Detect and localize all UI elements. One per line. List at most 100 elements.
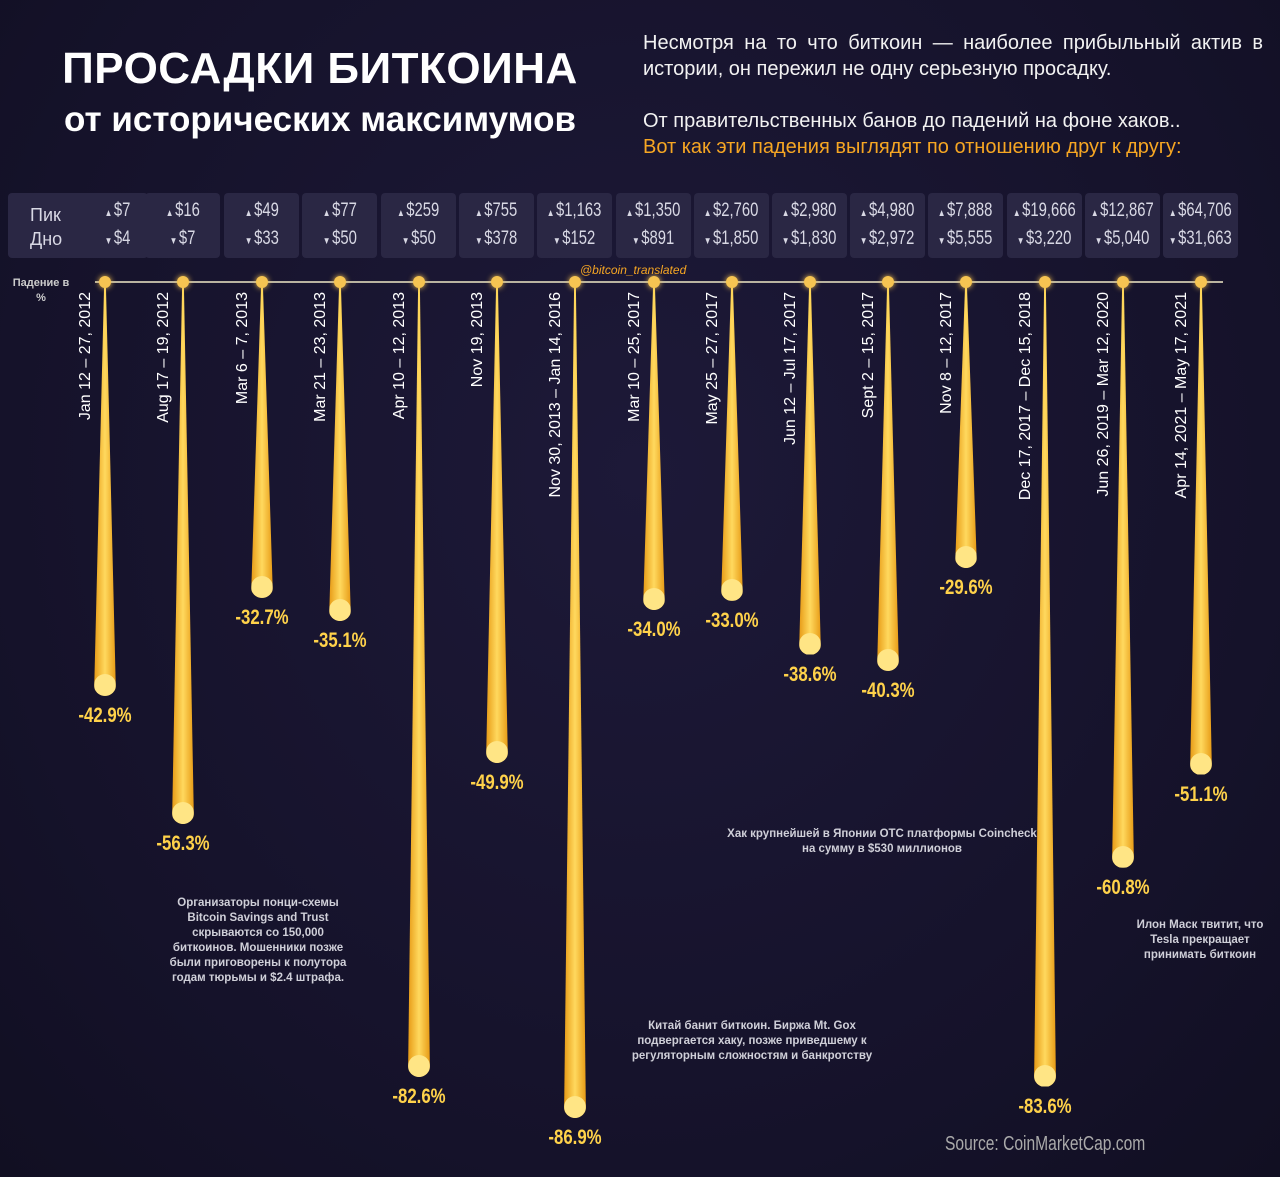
price-box: ▲$259 ▼$50	[381, 193, 456, 258]
drawdown-label: -60.8%	[1096, 875, 1150, 899]
drawdown-label: -86.9%	[548, 1126, 602, 1150]
drawdown-bar	[329, 284, 351, 621]
date-label: Jun 26, 2019 – Mar 12, 2020	[1095, 292, 1112, 497]
intro-p2: От правительственных банов до падений на…	[643, 110, 1181, 132]
drawdown-bar	[408, 284, 430, 1077]
price-box: ▲$2,980 ▼$1,830	[772, 193, 847, 258]
bottom-price: ▼$50	[322, 227, 357, 249]
legend-box	[8, 193, 148, 258]
legend-bottom: Дно	[30, 229, 63, 249]
drawdown-label: -82.6%	[392, 1084, 446, 1108]
peak-dot	[1117, 276, 1129, 288]
date-label: Mar 10 – 25, 2017	[626, 292, 643, 422]
date-label: Mar 21 – 23, 2013	[312, 292, 329, 422]
drawdown-bar	[643, 284, 665, 611]
title-line1: ПРОСАДКИ БИТКОИНА	[62, 44, 578, 93]
date-label: Apr 10 – 12, 2013	[391, 292, 408, 420]
drawdown-label: -34.0%	[627, 618, 681, 642]
peak-price: ▲$4,980	[860, 199, 915, 221]
bottom-price: ▼$50	[401, 227, 436, 249]
price-box: ▲$1,350 ▼$891	[616, 193, 691, 258]
price-box: ▲$12,867 ▼$5,040	[1085, 193, 1160, 258]
price-box: ▲$4,980 ▼$2,972	[850, 193, 925, 258]
price-box: ▲$77 ▼$50	[302, 193, 377, 258]
price-box: ▲$7,888 ▼$5,555	[928, 193, 1003, 258]
price-box: ▲$49 ▼$33	[224, 193, 299, 258]
peak-dot	[569, 276, 581, 288]
note-coincheck: Хак крупнейшей в Японии OTC платформы Co…	[727, 828, 1037, 855]
legend: Пик Дно	[30, 203, 62, 251]
bottom-price: ▼$5,040	[1095, 227, 1150, 249]
peak-price: ▲$1,163	[547, 199, 602, 221]
peak-dot	[1039, 276, 1051, 288]
bottom-price: ▼$31,663	[1169, 227, 1232, 249]
drawdown-label: -35.1%	[313, 628, 367, 652]
peak-price: ▲$64,706	[1169, 199, 1232, 221]
drawdown-bar	[721, 284, 743, 601]
drawdown-bar	[1034, 284, 1056, 1087]
date-label: May 25 – 27, 2017	[704, 292, 721, 425]
drawdown-bar	[799, 284, 821, 655]
intro-p3: Вот как эти падения выглядят по отношени…	[643, 136, 1182, 158]
peak-dot	[960, 276, 972, 288]
drawdown-label: -33.0%	[705, 608, 759, 632]
peak-price: ▲$12,867	[1091, 199, 1154, 221]
price-box: ▲$64,706 ▼$31,663	[1163, 193, 1238, 258]
peak-price: ▲$19,666	[1013, 199, 1076, 221]
peak-dot	[1195, 276, 1207, 288]
note-china-mtgox: Китай банит биткоин. Биржа Mt. Gox подве…	[631, 1020, 873, 1062]
peak-price: ▲$259	[397, 199, 440, 221]
peak-dot	[413, 276, 425, 288]
peak-price: ▲$16	[165, 199, 200, 221]
bottom-price: ▼$891	[632, 227, 675, 249]
price-box: ▲$16 ▼$7	[145, 193, 220, 258]
bottom-price: ▼$152	[553, 227, 596, 249]
drawdown-label: -51.1%	[1174, 782, 1228, 806]
price-box: ▲$7 ▼$4	[88, 193, 148, 258]
peak-dot	[882, 276, 894, 288]
peak-dot	[726, 276, 738, 288]
title-line2: от исторических максимумов	[63, 100, 576, 139]
drawdown-bar	[564, 284, 586, 1119]
price-box: ▲$19,666 ▼$3,220	[1007, 193, 1082, 258]
price-box: ▲$755 ▼$378	[459, 193, 534, 258]
drawdown-label: -83.6%	[1018, 1094, 1072, 1118]
peak-dot	[256, 276, 268, 288]
drawdown-bar	[1190, 284, 1212, 775]
date-label: Aug 17 – 19, 2012	[155, 292, 172, 423]
drawdown-label: -49.9%	[470, 771, 524, 795]
peak-price: ▲$2,980	[782, 199, 837, 221]
drawdown-label: -40.3%	[861, 678, 915, 702]
date-label: Dec 17, 2017 – Dec 15, 2018	[1017, 292, 1034, 501]
date-label: Jun 12 – Jul 17, 2017	[782, 292, 799, 446]
date-label: Mar 6 – 7, 2013	[234, 292, 251, 405]
peak-dot	[648, 276, 660, 288]
date-label: Sept 2 – 15, 2017	[860, 292, 877, 419]
bottom-price: ▼$33	[244, 227, 279, 249]
price-box: ▲$1,163 ▼$152	[537, 193, 612, 258]
drawdown-bar	[486, 284, 508, 764]
date-label: Nov 19, 2013	[469, 292, 486, 388]
bottom-price: ▼$1,850	[704, 227, 759, 249]
peak-dot	[334, 276, 346, 288]
bottom-price: ▼$378	[475, 227, 518, 249]
date-label: Jan 12 – 27, 2012	[77, 292, 94, 421]
drawdown-bar	[172, 284, 194, 825]
drawdown-label: -56.3%	[156, 832, 210, 856]
source: Source: CoinMarketCap.com	[945, 1133, 1146, 1155]
peak-price: ▲$755	[475, 199, 518, 221]
drawdown-bar	[877, 284, 899, 671]
peak-dot	[804, 276, 816, 288]
peak-dot	[99, 276, 111, 288]
date-label: Nov 8 – 12, 2017	[938, 292, 955, 414]
date-label: Apr 14, 2021 – May 17, 2021	[1173, 292, 1190, 499]
intro-p1: Несмотря на то что биткоин — наиболее пр…	[643, 32, 1263, 80]
drawdown-bar	[1112, 284, 1134, 868]
price-box: ▲$2,760 ▼$1,850	[694, 193, 769, 258]
drawdown-label: -42.9%	[78, 703, 132, 727]
drawdown-label: -32.7%	[235, 605, 289, 629]
bottom-price: ▼$1,830	[782, 227, 837, 249]
peak-price: ▲$7	[105, 199, 131, 221]
note-musk-tesla: Илон Маск твитит, что Tesla прекращает п…	[1136, 919, 1264, 961]
